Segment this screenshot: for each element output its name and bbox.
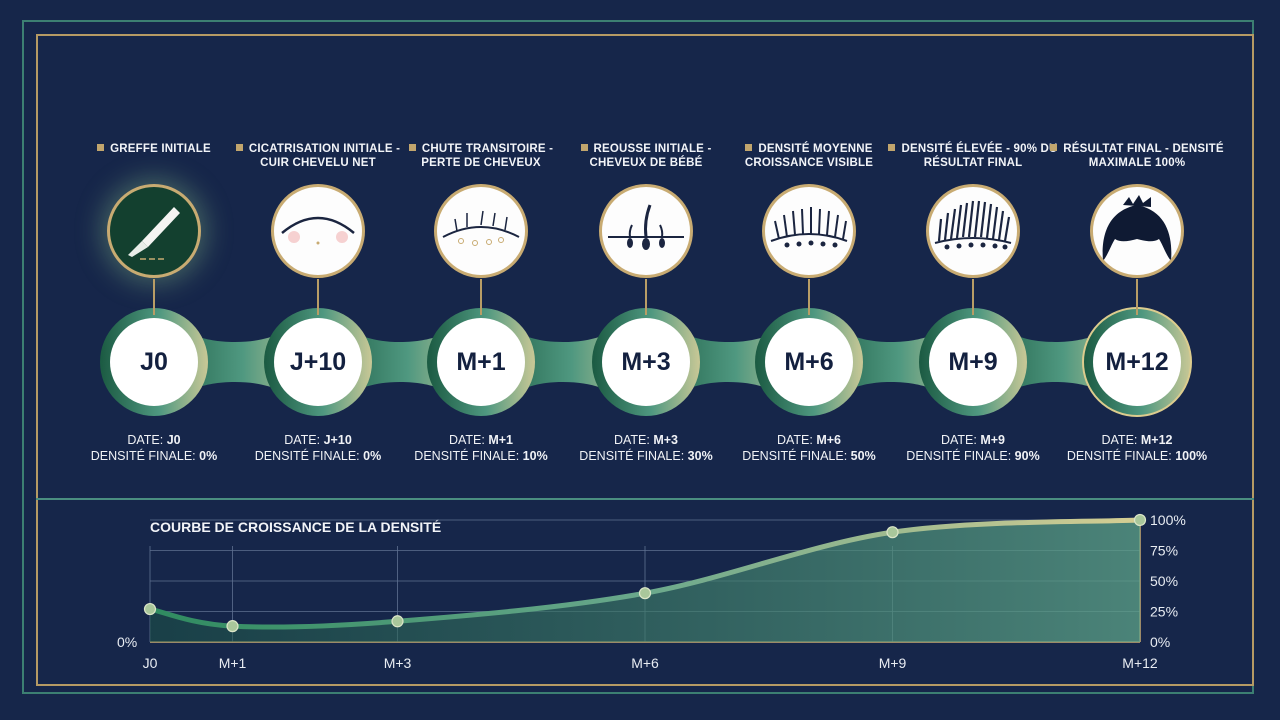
data-point	[1133, 513, 1147, 527]
data-point	[391, 615, 404, 628]
stage-info: DATE: M+3 DENSITÉ FINALE: 30%	[579, 433, 713, 463]
stage-node: M+9	[929, 318, 1017, 406]
y-tick-label: 100%	[1150, 512, 1186, 528]
stage-label: GREFFE INITIALE	[64, 142, 244, 156]
stage-info: DATE: M+12 DENSITÉ FINALE: 100%	[1066, 433, 1208, 463]
x-tick-label: J0	[143, 655, 158, 671]
medium-density-icon	[762, 184, 856, 278]
density-line	[147, 517, 1143, 630]
stage-node: M+1	[437, 318, 525, 406]
connector-line	[808, 279, 810, 315]
stage-info: DATE: J0 DENSITÉ FINALE: 0%	[90, 433, 218, 463]
full-hair-icon	[1090, 184, 1184, 278]
data-point	[226, 620, 239, 633]
healing-scalp-icon	[271, 184, 365, 278]
x-tick-label: M+3	[384, 655, 412, 671]
density-area	[150, 520, 1140, 642]
stage-info: DATE: J+10 DENSITÉ FINALE: 0%	[254, 433, 382, 463]
x-tick-label: M+9	[879, 655, 907, 671]
chart-labels: J0 M+1 M+3 M+6 M+9 M+12 0% 25% 50% 75% 100% 0%	[117, 512, 1186, 671]
stage-node: M+12	[1093, 318, 1181, 406]
y-tick-label: 0%	[1150, 634, 1170, 650]
y-tick-label: 50%	[1150, 573, 1178, 589]
connector-line	[1136, 279, 1138, 315]
data-point	[143, 602, 157, 616]
high-density-icon	[926, 184, 1020, 278]
inner-frame	[36, 34, 1254, 686]
stage-label: RÉSULTAT FINAL - DENSITÉ MAXIMALE 100%	[1047, 142, 1227, 170]
chart-title: COURBE DE CROISSANCE DE LA DENSITÉ	[150, 519, 441, 535]
y-tick-label: 25%	[1150, 604, 1178, 620]
bullet-icon	[97, 144, 105, 151]
bullet-icon	[888, 144, 896, 151]
data-point	[638, 587, 652, 600]
bullet-icon	[1050, 144, 1058, 151]
shedding-hair-icon	[434, 184, 528, 278]
scalpel-icon	[107, 184, 201, 278]
connector-line	[972, 279, 974, 315]
stage-label: CICATRISATION INITIALE - CUIR CHEVELU NE…	[228, 142, 408, 170]
x-tick-label: M+6	[631, 655, 659, 671]
bullet-icon	[580, 144, 588, 151]
connector-line	[317, 279, 319, 315]
stage-node: J+10	[274, 318, 362, 406]
stage-label: REOUSSE INITIALE - CHEVEUX DE BÉBÉ	[556, 142, 736, 170]
y-tick-label: 75%	[1150, 543, 1178, 559]
chart-markers	[143, 513, 1147, 633]
bullet-icon	[408, 144, 416, 151]
bullet-icon	[235, 144, 243, 151]
stage-info: DATE: M+1 DENSITÉ FINALE: 10%	[414, 433, 548, 463]
stage-label: DENSITÉ MOYENNE CROISSANCE VISIBLE	[744, 143, 874, 169]
stage-label: CHUTE TRANSITOIRE - PERTE DE CHEVEUX	[391, 142, 571, 170]
stage-info: DATE: M+9 DENSITÉ FINALE: 90%	[906, 433, 1040, 463]
connector-line	[480, 279, 482, 315]
stage-info: DATE: M+6 DENSITÉ FINALE: 50%	[742, 433, 876, 463]
data-point	[886, 526, 899, 539]
x-tick-label: M+12	[1122, 655, 1158, 671]
stage-node: M+3	[602, 318, 690, 406]
stage-node: J0	[110, 318, 198, 406]
stage-label: DENSITÉ ÉLEVÉE - 90% DU RÉSULTAT FINAL	[883, 142, 1063, 170]
bullet-icon	[745, 144, 753, 151]
connector-line	[645, 279, 647, 315]
section-divider	[36, 498, 1254, 500]
baby-hair-icon	[599, 184, 693, 278]
y-tick-label-left: 0%	[117, 634, 137, 650]
stage-node: M+6	[765, 318, 853, 406]
x-tick-label: M+1	[219, 655, 247, 671]
connector-line	[153, 279, 155, 315]
